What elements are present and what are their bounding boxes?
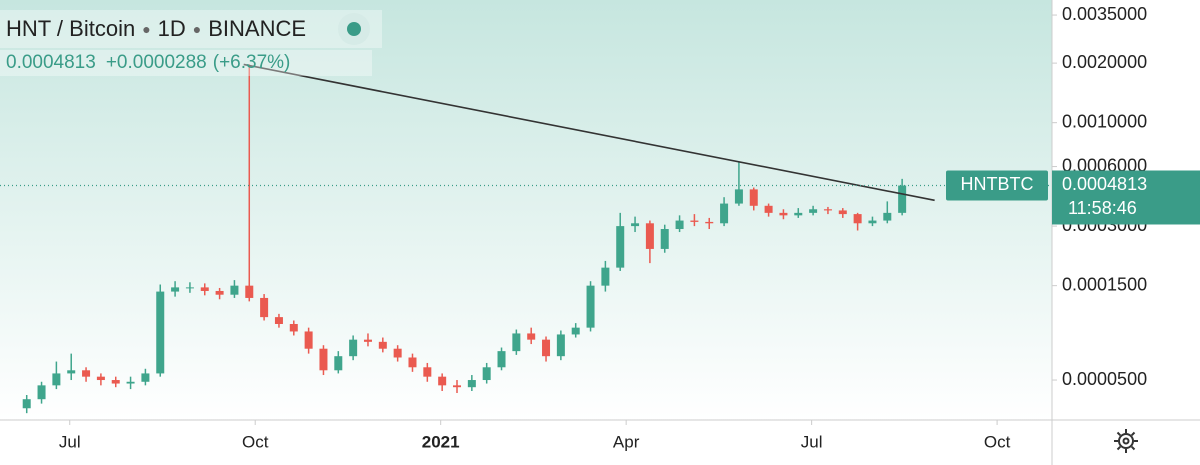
exchange: BINANCE: [208, 16, 307, 41]
symbol-label: HNTBTC: [961, 174, 1034, 194]
y-tick-label: 0.0006000: [1062, 155, 1147, 175]
candle-body: [631, 223, 640, 227]
candle-body: [22, 399, 31, 409]
header: HNT / Bitcoin ● 1D ● BINANCE 0.0004813 +0.…: [0, 10, 383, 76]
y-tick-label: 0.0035000: [1062, 4, 1147, 24]
interval[interactable]: 1D: [157, 16, 186, 41]
candle-body: [527, 333, 536, 340]
x-tick-label: 2021: [422, 432, 460, 451]
price-label-box: [1052, 170, 1200, 225]
candle-body: [185, 287, 194, 289]
plot-background: [0, 0, 1052, 420]
candle-body: [363, 339, 372, 342]
candle-body: [423, 367, 432, 377]
x-tick-label: Apr: [613, 432, 640, 451]
last-price: 0.0004813: [6, 52, 96, 73]
y-tick-label: 0.0000500: [1062, 369, 1147, 389]
candle-body: [482, 367, 491, 381]
candle-body: [156, 291, 165, 374]
x-tick-label: Oct: [984, 432, 1011, 451]
candle-body: [645, 223, 654, 249]
x-tick-label: Oct: [242, 432, 269, 451]
candle-body: [764, 205, 773, 213]
candle-body: [660, 229, 669, 249]
candle-body: [586, 285, 595, 328]
candle-body: [52, 373, 61, 386]
candle-body: [675, 220, 684, 230]
candle-body: [289, 323, 298, 332]
candle-body: [349, 339, 358, 357]
candle-body: [556, 334, 565, 357]
y-tick-label: 0.0020000: [1062, 52, 1147, 72]
symbol-title: HNT / Bitcoin: [6, 16, 136, 41]
candle-body: [245, 285, 254, 298]
candle-body: [171, 287, 180, 292]
y-tick-label: 0.0010000: [1062, 111, 1147, 131]
candle-body: [601, 267, 610, 286]
candle-body: [408, 357, 417, 368]
x-tick-label: Jul: [801, 432, 823, 451]
status-dot: [338, 13, 371, 45]
candle-body: [823, 209, 832, 211]
candle-body: [37, 385, 46, 400]
candle-body: [230, 285, 239, 295]
candle-body: [393, 348, 402, 358]
candle-body: [616, 226, 625, 268]
candle-body: [438, 376, 447, 386]
candle-body: [319, 348, 328, 371]
time-axis-panel: [0, 420, 1052, 465]
candle-body: [838, 210, 847, 215]
price-axis-panel: [1052, 0, 1200, 465]
candle-body: [705, 221, 714, 224]
symbol-label-box: [946, 170, 1048, 201]
candle-body: [720, 203, 729, 224]
candle-body: [853, 214, 862, 224]
candle-body: [542, 339, 551, 357]
candle-body: [126, 381, 135, 384]
candle-body: [497, 351, 506, 368]
candle-body: [467, 380, 476, 388]
candle-body: [868, 220, 877, 224]
candle-body: [111, 380, 120, 384]
candle-body: [274, 317, 283, 324]
candle-body: [898, 185, 907, 213]
candle-body: [304, 331, 313, 349]
candle-body: [749, 189, 758, 206]
candle-body: [334, 356, 343, 371]
title-row: HNT / Bitcoin ● 1D ● BINANCE: [0, 10, 383, 48]
countdown: 11:58:46: [1068, 198, 1137, 218]
y-tick-label: 0.0001500: [1062, 274, 1147, 294]
candle-body: [453, 385, 462, 388]
candle-body: [690, 220, 699, 222]
candle-body: [141, 373, 150, 382]
price-change-percent: (+6.37%): [212, 52, 291, 73]
settings-icon[interactable]: [1114, 429, 1138, 453]
candle-body: [779, 212, 788, 216]
trend-line: [243, 63, 935, 202]
candle-body: [512, 333, 521, 352]
candle-body: [571, 327, 580, 335]
price-change: +0.0000288: [105, 52, 207, 73]
candle-body: [215, 290, 224, 295]
price-row: 0.0004813 +0.0000288 (+6.37%): [0, 50, 372, 76]
candle-body: [378, 341, 387, 349]
candle-body: [67, 370, 76, 374]
candle-body: [734, 189, 743, 204]
candle-body: [96, 376, 105, 381]
x-tick-label: Jul: [59, 432, 81, 451]
candle-body: [794, 212, 803, 216]
candle-body: [883, 212, 892, 221]
candle-body: [260, 297, 269, 318]
candle-body: [809, 209, 818, 213]
candle-body: [200, 287, 209, 291]
price-label: 0.0004813: [1062, 174, 1147, 194]
candle-body: [82, 370, 91, 377]
